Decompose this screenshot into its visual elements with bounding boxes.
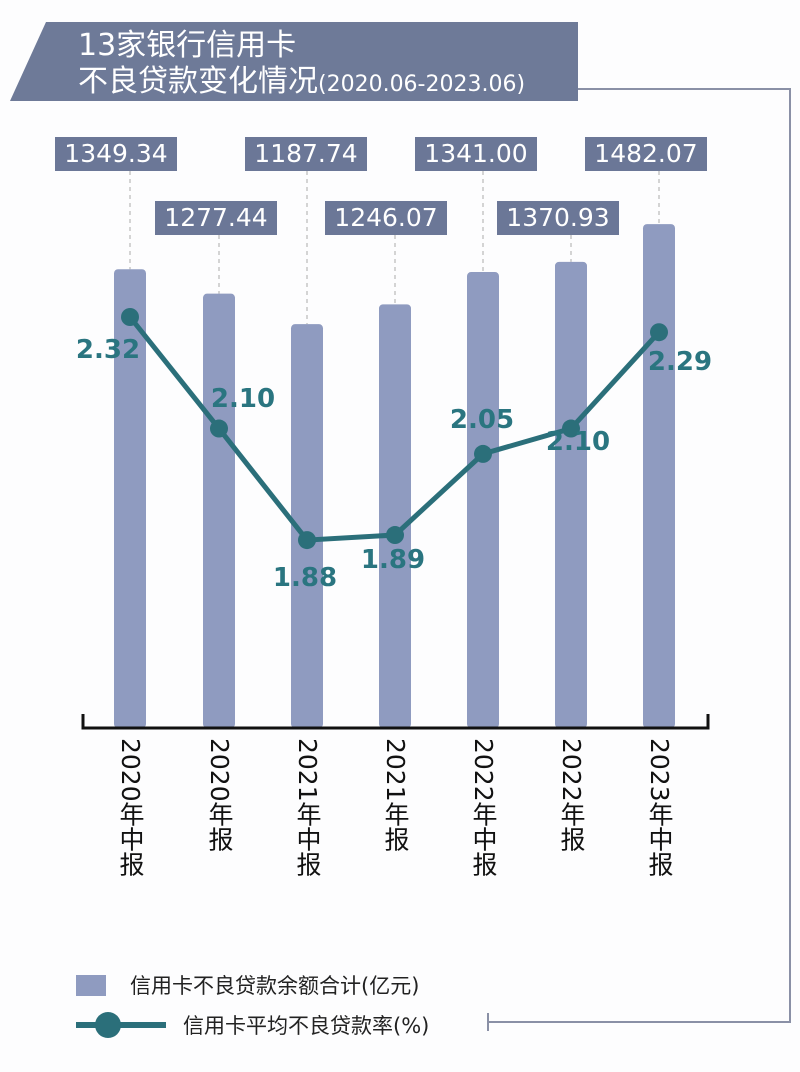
- chart-subtitle: 不良贷款变化情况(2020.06-2023.06): [78, 64, 525, 103]
- bar-value-label: 1277.44: [155, 201, 277, 235]
- legend-bar-swatch: [76, 975, 106, 996]
- bar: [467, 272, 499, 728]
- x-tick-label: 2022年中报: [469, 738, 498, 877]
- rate-value-label: 2.32: [75, 335, 141, 365]
- rate-value-label: 2.29: [647, 347, 713, 378]
- legend-line-label: 信用卡平均不良贷款率(%): [183, 1014, 430, 1038]
- bar: [291, 324, 323, 728]
- rate-point: [386, 526, 404, 545]
- bar-value-label: 1482.07: [585, 137, 707, 171]
- bar-value-label: 1341.00: [415, 137, 537, 171]
- bar-value-label: 1187.74: [245, 137, 367, 171]
- rate-value-label: 1.89: [360, 545, 426, 575]
- x-tick-label: 2021年中报: [293, 738, 322, 877]
- x-tick-label: 2021年报: [381, 738, 410, 852]
- x-tick-label: 2023年中报: [645, 738, 674, 877]
- rate-point: [121, 308, 139, 326]
- rate-value-label: 2.10: [210, 383, 276, 414]
- rate-point: [210, 419, 228, 438]
- x-tick-label: 2020年中报: [116, 738, 145, 877]
- legend-line-marker: [95, 1012, 121, 1038]
- rate-point: [298, 531, 316, 550]
- chart-title: 13家银行信用卡: [78, 28, 297, 63]
- rate-value-label: 2.05: [449, 404, 515, 435]
- period-text: (2020.06-2023.06): [318, 72, 526, 97]
- rate-point: [562, 419, 580, 438]
- connector-line: [488, 88, 791, 1023]
- bar: [379, 304, 411, 728]
- rate-value-label: 2.10: [545, 426, 611, 457]
- bar: [643, 224, 675, 729]
- x-axis: [81, 714, 710, 730]
- x-tick-label: 2022年报: [557, 738, 586, 852]
- bar: [555, 261, 587, 728]
- bar: [203, 293, 235, 728]
- bar-value-label: 1370.93: [497, 201, 619, 235]
- rate-point: [474, 444, 492, 463]
- bar-value-label: 1349.34: [55, 137, 177, 171]
- bar-value-label: 1246.07: [325, 201, 447, 235]
- legend-bar-label: 信用卡不良贷款余额合计(亿元): [130, 974, 420, 998]
- subtitle-text: 不良贷款变化情况: [78, 64, 318, 99]
- bar: [114, 269, 146, 728]
- rate-value-label: 1.88: [272, 563, 338, 594]
- x-tick-label: 2020年报: [205, 738, 234, 852]
- title-banner: [10, 22, 578, 101]
- rate-point: [650, 323, 668, 342]
